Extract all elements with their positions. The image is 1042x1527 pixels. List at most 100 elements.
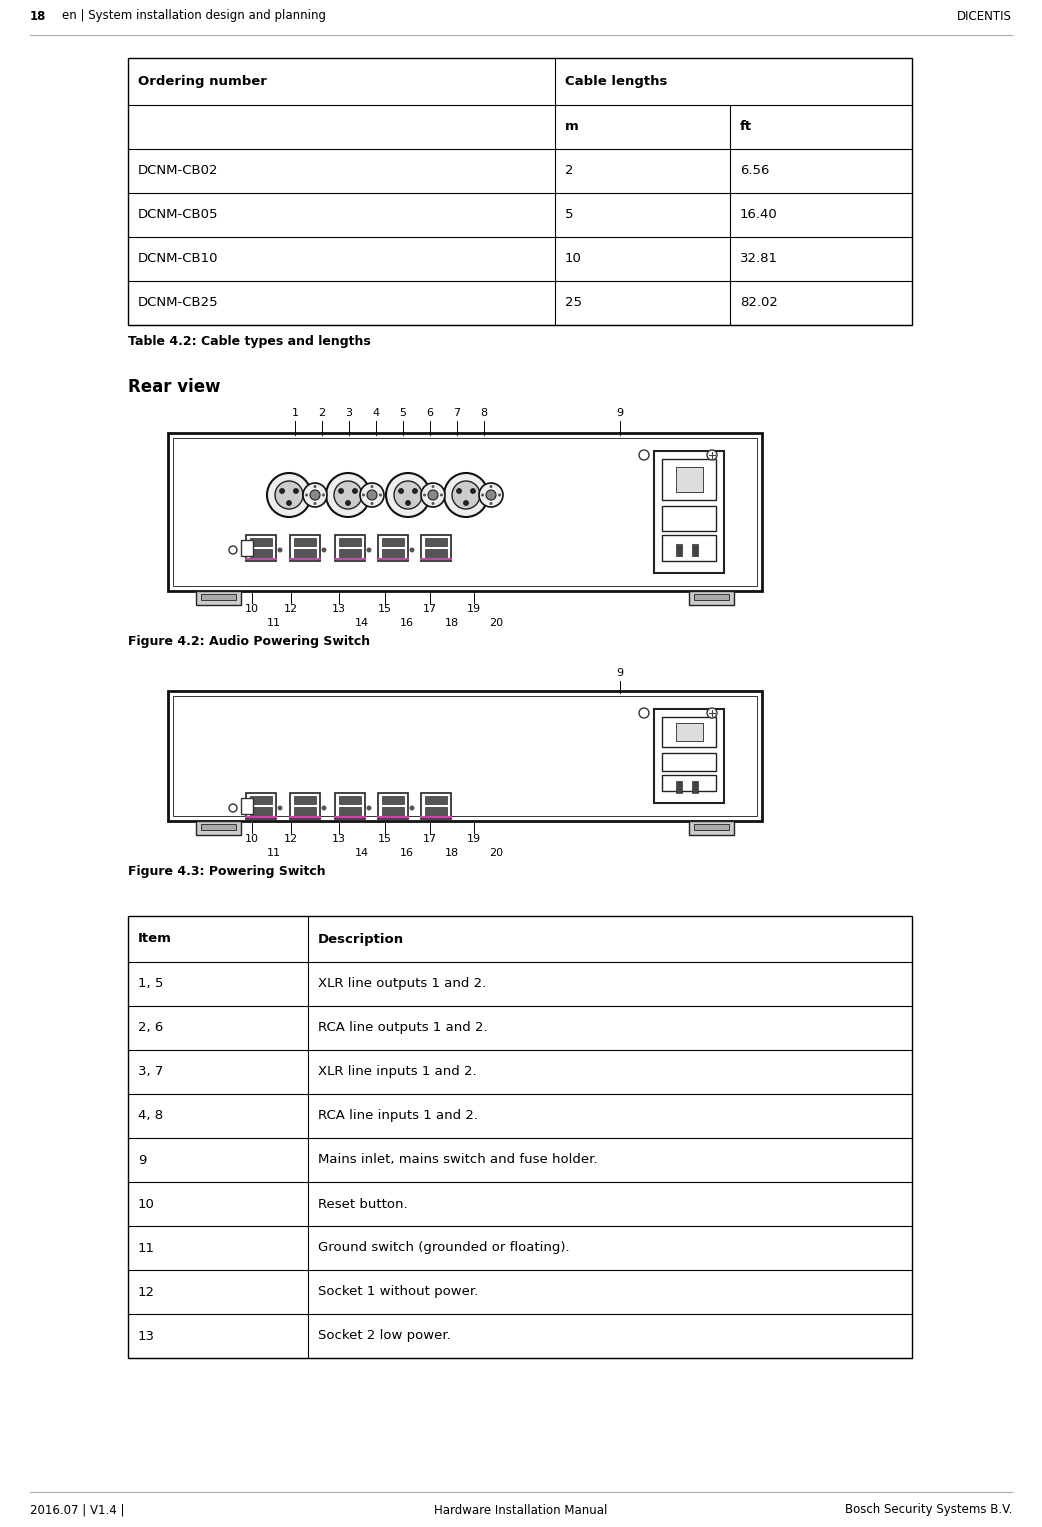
- Text: Cable lengths: Cable lengths: [565, 75, 667, 87]
- Text: 20: 20: [489, 847, 503, 858]
- Circle shape: [464, 501, 469, 505]
- Bar: [378, 793, 408, 818]
- Bar: [294, 538, 316, 547]
- Circle shape: [431, 502, 435, 505]
- Circle shape: [371, 486, 373, 489]
- Text: ft: ft: [740, 121, 752, 133]
- Bar: [339, 796, 361, 805]
- Bar: [241, 799, 253, 814]
- Circle shape: [339, 489, 344, 493]
- Text: 12: 12: [283, 605, 298, 614]
- Circle shape: [371, 502, 373, 505]
- Circle shape: [367, 490, 377, 499]
- Text: 6: 6: [426, 408, 433, 418]
- Text: 2: 2: [319, 408, 325, 418]
- Circle shape: [456, 489, 462, 493]
- Text: 18: 18: [445, 847, 460, 858]
- Bar: [201, 594, 235, 600]
- Text: Table 4.2: Cable types and lengths: Table 4.2: Cable types and lengths: [128, 334, 371, 348]
- Text: 15: 15: [378, 605, 392, 614]
- Bar: [173, 696, 756, 815]
- Circle shape: [359, 483, 384, 507]
- Bar: [168, 692, 762, 822]
- Bar: [425, 550, 447, 557]
- Bar: [662, 753, 716, 771]
- Bar: [378, 534, 408, 560]
- Text: 1, 5: 1, 5: [138, 977, 164, 991]
- Circle shape: [394, 481, 422, 508]
- Text: 7: 7: [453, 408, 461, 418]
- Text: 18: 18: [30, 9, 47, 23]
- Text: DCNM-CB02: DCNM-CB02: [138, 165, 219, 177]
- Bar: [201, 825, 235, 831]
- Text: Bosch Security Systems B.V.: Bosch Security Systems B.V.: [845, 1504, 1012, 1516]
- Circle shape: [322, 806, 326, 811]
- Bar: [128, 916, 912, 1358]
- Text: 13: 13: [332, 834, 346, 844]
- Text: 17: 17: [423, 605, 437, 614]
- Text: Rear view: Rear view: [128, 379, 221, 395]
- Circle shape: [229, 547, 237, 554]
- Circle shape: [277, 548, 282, 553]
- Circle shape: [334, 481, 362, 508]
- Text: Ordering number: Ordering number: [138, 75, 267, 87]
- Text: 3, 7: 3, 7: [138, 1066, 164, 1078]
- Text: 25: 25: [565, 296, 582, 310]
- Circle shape: [277, 806, 282, 811]
- Bar: [654, 450, 724, 573]
- Bar: [694, 825, 729, 831]
- Bar: [689, 591, 734, 605]
- Bar: [339, 806, 361, 815]
- Bar: [425, 796, 447, 805]
- Bar: [425, 806, 447, 815]
- Text: 12: 12: [138, 1286, 155, 1298]
- Text: 4, 8: 4, 8: [138, 1110, 164, 1122]
- Text: 2016.07 | V1.4 |: 2016.07 | V1.4 |: [30, 1504, 124, 1516]
- Bar: [675, 467, 702, 492]
- Text: 1: 1: [292, 408, 298, 418]
- Text: 17: 17: [423, 834, 437, 844]
- Circle shape: [452, 481, 480, 508]
- Text: Item: Item: [138, 933, 172, 945]
- Bar: [246, 534, 276, 560]
- Circle shape: [708, 709, 717, 718]
- Circle shape: [428, 490, 438, 499]
- Text: 2, 6: 2, 6: [138, 1022, 164, 1034]
- Bar: [689, 822, 734, 835]
- Circle shape: [367, 806, 372, 811]
- Text: 14: 14: [355, 847, 369, 858]
- Text: 12: 12: [283, 834, 298, 844]
- Circle shape: [639, 450, 649, 460]
- Bar: [675, 780, 681, 793]
- Circle shape: [305, 493, 308, 496]
- Circle shape: [322, 493, 325, 496]
- Text: 19: 19: [467, 834, 481, 844]
- Text: m: m: [565, 121, 578, 133]
- Circle shape: [279, 489, 284, 493]
- Bar: [675, 722, 702, 741]
- Circle shape: [421, 483, 445, 507]
- Text: 9: 9: [617, 667, 623, 678]
- Bar: [421, 534, 451, 560]
- Circle shape: [440, 493, 443, 496]
- Bar: [294, 806, 316, 815]
- Circle shape: [405, 501, 411, 505]
- Text: 11: 11: [138, 1241, 155, 1255]
- Circle shape: [379, 493, 382, 496]
- Bar: [250, 550, 272, 557]
- Text: Ground switch (grounded or floating).: Ground switch (grounded or floating).: [318, 1241, 570, 1255]
- Circle shape: [431, 486, 435, 489]
- Bar: [128, 58, 912, 325]
- Circle shape: [229, 805, 237, 812]
- Circle shape: [490, 486, 493, 489]
- Text: 13: 13: [332, 605, 346, 614]
- Bar: [662, 505, 716, 531]
- Circle shape: [479, 483, 503, 507]
- Text: Description: Description: [318, 933, 404, 945]
- Circle shape: [311, 490, 320, 499]
- Text: 6.56: 6.56: [740, 165, 769, 177]
- Circle shape: [410, 548, 415, 553]
- Bar: [334, 534, 365, 560]
- Circle shape: [322, 548, 326, 553]
- Bar: [382, 550, 404, 557]
